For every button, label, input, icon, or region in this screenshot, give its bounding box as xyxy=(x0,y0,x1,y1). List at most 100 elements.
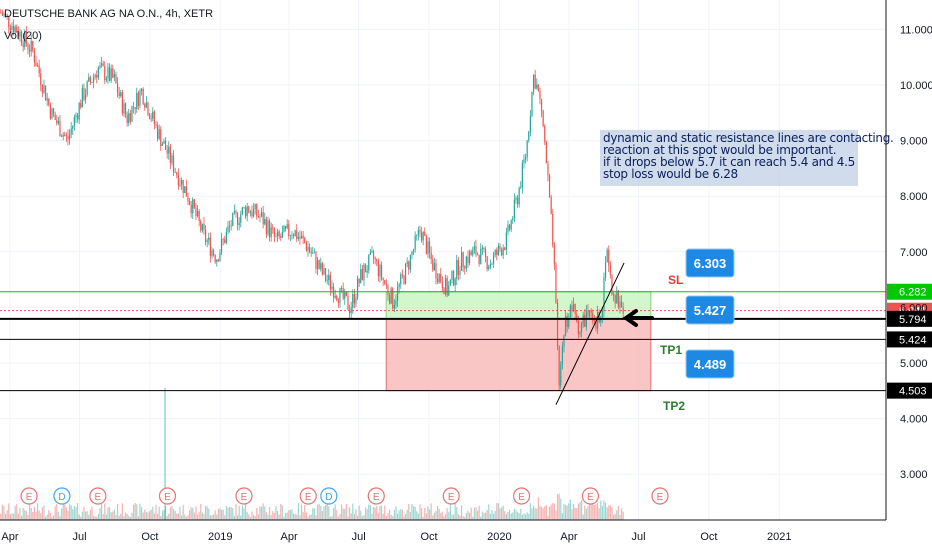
volume-bar xyxy=(372,507,375,520)
volume-bar xyxy=(156,513,159,520)
volume-bar xyxy=(555,510,557,520)
volume-bar xyxy=(65,507,67,520)
candle-body xyxy=(1,12,3,16)
candle-body xyxy=(281,231,283,238)
event-marker xyxy=(89,487,107,505)
candle-body xyxy=(459,270,461,275)
level-price-label: 4.503 xyxy=(899,386,927,398)
candle-body xyxy=(302,235,304,239)
volume-bar xyxy=(480,516,482,520)
volume-bar xyxy=(235,504,237,520)
candle-body xyxy=(132,106,135,108)
candle-body xyxy=(192,199,194,214)
event-marker-label: E xyxy=(26,492,33,503)
volume-bar xyxy=(369,505,371,520)
volume-bar xyxy=(347,516,349,520)
analysis-note[interactable]: dynamic and static resistance lines are … xyxy=(600,130,894,186)
volume-bar xyxy=(593,504,595,520)
candle-body xyxy=(329,274,331,290)
candle-body xyxy=(142,88,144,105)
candle-body xyxy=(20,31,23,44)
candle-body xyxy=(108,67,111,81)
event-marker-label: E xyxy=(305,492,312,503)
candle-body xyxy=(561,346,563,365)
candle-body xyxy=(577,321,579,335)
candle-body xyxy=(384,279,386,284)
candle-body xyxy=(272,227,274,229)
candle-body xyxy=(59,120,61,137)
candle-body xyxy=(401,274,403,276)
sl-label: SL xyxy=(668,273,683,287)
volume-bar xyxy=(334,504,336,520)
volume-bar xyxy=(552,503,554,520)
volume-bar xyxy=(296,514,298,520)
candle-body xyxy=(435,263,437,279)
candle-body xyxy=(254,204,256,210)
volume-bar xyxy=(88,514,90,520)
y-tick-label: 11.000 xyxy=(900,24,932,36)
candle-body xyxy=(403,275,405,284)
candle-body xyxy=(342,288,344,299)
candle-body xyxy=(147,102,149,116)
volume-bar xyxy=(48,510,50,520)
take-profit-zone xyxy=(385,318,652,392)
candle-body xyxy=(356,278,359,298)
volume-bar xyxy=(73,506,75,520)
candle-body xyxy=(299,236,301,239)
target-bubble xyxy=(685,349,735,379)
candle-body xyxy=(243,207,245,208)
volume-bar xyxy=(203,514,205,520)
volume-bar xyxy=(500,507,503,520)
candle-body xyxy=(75,115,77,118)
volume-bar xyxy=(56,503,58,520)
volume-bar xyxy=(596,502,599,520)
volume-bar xyxy=(534,508,536,520)
candle-body xyxy=(400,274,402,285)
volume-bar xyxy=(19,507,21,520)
volume-bar xyxy=(217,508,219,520)
candle-body xyxy=(529,116,531,132)
candle-body xyxy=(22,43,24,47)
arrow-left-icon xyxy=(622,309,654,327)
volume-bar xyxy=(321,511,323,520)
volume-bar xyxy=(585,508,587,520)
volume-bar xyxy=(572,503,575,520)
volume-bar xyxy=(144,509,146,520)
candle-body xyxy=(550,197,552,215)
candle-body xyxy=(608,249,610,266)
volume-bar xyxy=(608,505,610,520)
volume-bar xyxy=(558,493,560,520)
volume-bar xyxy=(406,509,408,520)
volume-bar xyxy=(355,509,357,520)
position-tool-labels[interactable]: 6.303 5.427 4.489 SL TP1 TP2 xyxy=(660,248,735,413)
candle-body xyxy=(212,250,215,256)
candle-body xyxy=(420,232,423,241)
candle-body xyxy=(209,237,211,256)
volume-bar xyxy=(446,508,448,520)
candle-body xyxy=(603,277,605,311)
volume-bar xyxy=(259,506,261,520)
volume-bar xyxy=(22,507,24,520)
candle-body xyxy=(427,241,429,254)
candle-body xyxy=(172,155,175,173)
candle-body xyxy=(611,274,613,294)
candle-body xyxy=(144,104,146,108)
volume-bar xyxy=(513,508,515,520)
volume-bar xyxy=(342,508,344,520)
trendline[interactable] xyxy=(555,262,654,405)
candle-body xyxy=(364,264,367,273)
volume-bar xyxy=(622,511,624,520)
candle-body xyxy=(278,231,280,237)
volume-bar xyxy=(97,513,99,520)
candle-body xyxy=(502,247,504,256)
volume-bar xyxy=(404,514,407,520)
candle-body xyxy=(220,238,223,253)
candle-body xyxy=(182,179,184,194)
volume-bar xyxy=(496,503,498,520)
volume-bar xyxy=(251,511,253,520)
volume-bar xyxy=(470,507,472,520)
candle-body xyxy=(222,238,224,240)
